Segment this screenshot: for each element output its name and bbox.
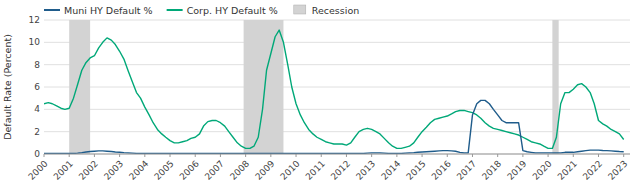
x-tick (270, 154, 271, 157)
x-tick-label: 2022 (581, 159, 604, 182)
x-tick (623, 154, 624, 157)
x-tick-label: 2000 (26, 158, 49, 181)
y-axis-label: Default Rate (Percent) (2, 34, 13, 140)
x-tick (119, 154, 120, 157)
x-tick-label: 2006 (178, 158, 201, 181)
legend-swatch (44, 9, 60, 11)
x-tick (195, 154, 196, 157)
x-tick-label: 2007 (203, 159, 226, 182)
plot-area (44, 20, 624, 154)
x-tick-label: 2020 (530, 158, 553, 181)
x-tick (44, 154, 45, 157)
x-tick (170, 154, 171, 157)
x-tick-label: 2023 (606, 159, 629, 182)
series-line (44, 100, 624, 153)
x-tick (497, 154, 498, 157)
x-tick (296, 154, 297, 157)
y-tick-label: 12 (29, 15, 40, 25)
y-tick-label: 0 (34, 149, 40, 159)
x-tick (321, 154, 322, 157)
legend-label: Corp. HY Default % (187, 5, 278, 16)
grid-line (44, 109, 630, 110)
y-ticks: 0 2 4 6 8 10 12 (29, 15, 41, 159)
x-tick-label: 2001 (52, 159, 75, 182)
x-tick-label: 2013 (354, 159, 377, 182)
grid-line (44, 20, 630, 21)
y-tick-label: 4 (34, 104, 40, 114)
x-tick (598, 154, 599, 157)
x-tick (447, 154, 448, 157)
legend-swatch (294, 5, 306, 14)
grid (44, 20, 630, 154)
x-tick-label: 2009 (253, 158, 276, 181)
x-tick (69, 154, 70, 157)
x-tick (220, 154, 221, 157)
grid-line (44, 131, 630, 132)
x-axis-line (44, 154, 630, 155)
grid-line (44, 154, 630, 155)
x-tick (346, 154, 347, 157)
y-tick-label: 6 (34, 82, 40, 92)
x-tick (94, 154, 95, 157)
x-tick-label: 2008 (228, 158, 251, 181)
x-tick-label: 2011 (304, 159, 327, 182)
x-tick (422, 154, 423, 157)
grid-line (44, 64, 630, 65)
x-tick (245, 154, 246, 157)
x-tick-label: 2018 (480, 158, 503, 181)
chart: 2000200120022003200420052006200720082009… (0, 0, 640, 188)
grid-line (44, 42, 630, 43)
x-ticks: 2000200120022003200420052006200720082009… (26, 154, 629, 182)
x-tick-label: 2010 (278, 158, 301, 181)
x-tick-label: 2017 (455, 159, 478, 182)
x-tick (396, 154, 397, 157)
series-line (44, 30, 624, 148)
x-tick-label: 2019 (505, 158, 528, 181)
recession-span (552, 20, 558, 154)
x-tick-label: 2014 (379, 158, 402, 181)
x-tick-label: 2012 (329, 159, 352, 182)
x-tick (144, 154, 145, 157)
recession-span (244, 20, 284, 154)
y-tick-label: 10 (29, 37, 41, 47)
legend-swatch (167, 9, 183, 11)
legend-label: Muni HY Default % (64, 5, 153, 16)
x-tick-label: 2015 (404, 159, 427, 182)
x-tick-label: 2002 (77, 159, 100, 182)
x-tick (472, 154, 473, 157)
x-tick-label: 2003 (102, 159, 125, 182)
grid-line (44, 87, 630, 88)
x-tick (522, 154, 523, 157)
legend: Muni HY Default % Corp. HY Default % Reces… (44, 5, 359, 16)
x-tick-label: 2004 (127, 158, 150, 181)
y-tick-label: 2 (34, 127, 40, 137)
legend-label: Recession (312, 5, 359, 16)
recession-span (69, 20, 90, 154)
x-tick (548, 154, 549, 157)
x-tick (371, 154, 372, 157)
x-tick-label: 2016 (430, 158, 453, 181)
x-tick-label: 2021 (556, 159, 579, 182)
x-tick (573, 154, 574, 157)
y-tick-label: 8 (34, 60, 40, 70)
x-tick-label: 2005 (152, 159, 175, 182)
